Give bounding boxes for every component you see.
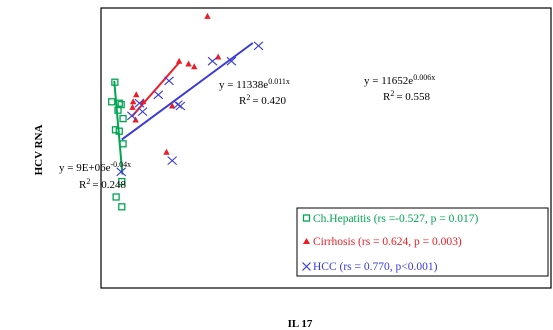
legend-item-cirrhosis: Cirrhosis (rs = 0.624, p = 0.003) xyxy=(303,236,462,248)
data-point-ch-hepatitis xyxy=(118,177,126,186)
legend-triangle-marker xyxy=(303,238,310,244)
trendline-hcc xyxy=(121,42,254,141)
data-point-cirrhosis xyxy=(129,103,136,110)
data-point-cirrhosis xyxy=(163,148,170,155)
data-point-cirrhosis xyxy=(133,91,140,98)
data-point-ch-hepatitis xyxy=(119,140,127,148)
data-point-hcc xyxy=(153,90,164,100)
annotation-equation: y = 11652e0.006x xyxy=(364,73,435,87)
data-point-ch-hepatitis xyxy=(115,99,123,107)
x-axis-label: IL 17 xyxy=(288,318,313,330)
data-point-cirrhosis xyxy=(129,98,137,105)
data-point-ch-hepatitis xyxy=(117,100,125,109)
data-point-ch-hepatitis xyxy=(115,127,123,135)
data-point-cirrhosis xyxy=(168,102,176,109)
legend-item-hcc: HCC (rs = 0.770, p<0.001) xyxy=(302,261,438,273)
legend-item-ch-hepatitis: Ch.Hepatitis (rs =-0.527, p = 0.017) xyxy=(302,213,478,225)
data-point-hcc xyxy=(127,111,137,121)
marker-layer xyxy=(108,12,264,211)
legend-box xyxy=(296,207,549,277)
data-point-cirrhosis xyxy=(175,57,183,64)
data-point-ch-hepatitis xyxy=(111,78,119,86)
data-point-hcc xyxy=(164,76,174,86)
annotation-equation: y = 9E+06e-0.04x xyxy=(59,160,131,174)
legend-label: HCC (rs = 0.770, p<0.001) xyxy=(313,261,438,273)
annotation-hcc: y = 11652e0.006x R2 = 0.558 xyxy=(364,73,435,103)
data-point-cirrhosis xyxy=(204,12,211,19)
data-point-ch-hepatitis xyxy=(118,203,126,211)
data-point-hcc xyxy=(167,156,178,166)
legend-x-marker xyxy=(302,262,311,271)
data-point-hcc xyxy=(226,56,237,66)
data-point-hcc xyxy=(137,107,148,117)
annotation-r-squared: R2 = 0.420 xyxy=(239,93,287,107)
annotation-equation: y = 11338e0.011x xyxy=(219,77,290,91)
data-point-hcc xyxy=(175,101,186,111)
legend-label: Ch.Hepatitis (rs =-0.527, p = 0.017) xyxy=(313,213,478,225)
annotation-ch-hepatitis: y = 9E+06e-0.04x R2 = 0.248 xyxy=(59,160,131,191)
data-point-cirrhosis xyxy=(140,98,147,105)
data-point-hcc xyxy=(134,98,145,108)
legend: Ch.Hepatitis (rs =-0.527, p = 0.017) Cir… xyxy=(296,207,549,277)
data-point-hcc xyxy=(253,41,264,51)
legend-label: Cirrhosis (rs = 0.624, p = 0.003) xyxy=(313,236,462,248)
data-point-hcc xyxy=(172,100,183,110)
legend-square-marker xyxy=(302,214,311,222)
annotation-r-squared: R2 = 0.558 xyxy=(383,89,431,103)
annotation-cirrhosis: y = 11338e0.011x R2 = 0.420 xyxy=(219,77,290,107)
trendline-cirrhosis xyxy=(131,61,180,117)
data-point-cirrhosis xyxy=(185,60,192,67)
data-point-ch-hepatitis xyxy=(111,126,120,134)
data-point-hcc xyxy=(207,56,218,66)
y-axis-label: HCV RNA xyxy=(33,125,45,176)
data-point-ch-hepatitis xyxy=(119,114,127,123)
data-point-cirrhosis xyxy=(191,63,198,70)
data-point-ch-hepatitis xyxy=(108,98,116,106)
annotation-r-squared: R2 = 0.248 xyxy=(79,177,127,191)
data-point-hcc xyxy=(116,167,127,177)
data-point-ch-hepatitis xyxy=(112,193,120,201)
